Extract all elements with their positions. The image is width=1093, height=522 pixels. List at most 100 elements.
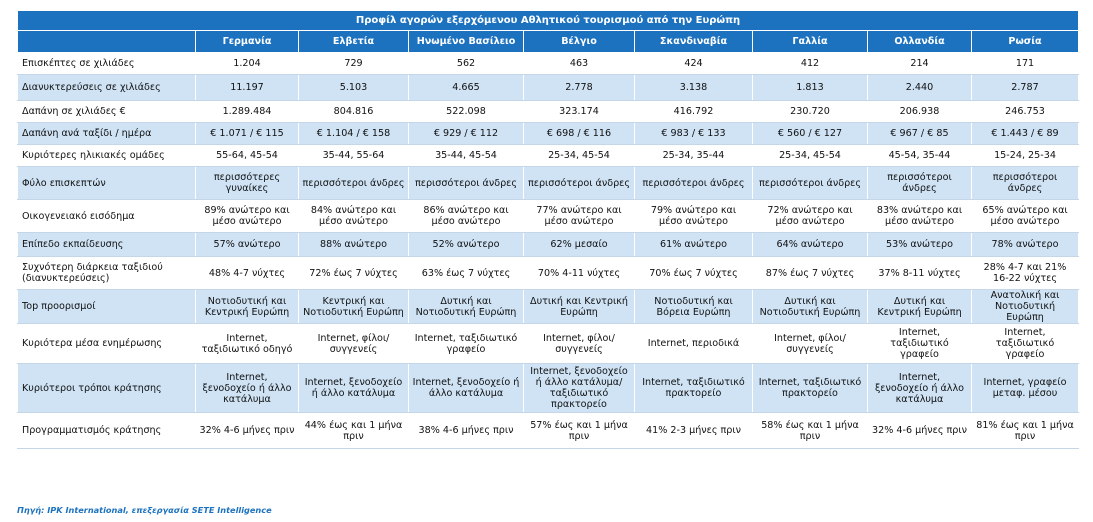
table-cell: Internet, ξενοδοχείο ή άλλο κατάλυμα bbox=[195, 363, 299, 413]
table-cell: 72% ανώτερο και μέσο ανώτερο bbox=[752, 199, 868, 233]
table-cell: Δυτική και Κεντρική Ευρώπη bbox=[867, 289, 972, 324]
table-cell: 78% ανώτερο bbox=[970, 232, 1080, 257]
table-cell: Δυτική και Νοτιοδυτική Ευρώπη bbox=[408, 289, 524, 324]
table-row: Φύλο επισκεπτών περισσότερες γυναίκες περι… bbox=[17, 166, 1080, 200]
table-cell: 32% 4-6 μήνες πριν bbox=[195, 412, 299, 449]
header-row: Γερμανία Ελβετία Ηνωμένο Βασίλειο Βέλγιο Σκα… bbox=[17, 30, 1080, 53]
table-row: Top προορισμοί Νοτιοδυτική και Κεντρική Ε… bbox=[17, 289, 1080, 324]
table-cell: 70% 4-11 νύχτες bbox=[523, 256, 635, 290]
table-cell: 57% ανώτερο bbox=[195, 232, 299, 257]
header-corner bbox=[17, 30, 196, 53]
table-cell: 65% ανώτερο και μέσο ανώτερο bbox=[970, 199, 1080, 233]
table-cell: 37% 8-11 νύχτες bbox=[867, 256, 972, 290]
table-cell: περισσότεροι άνδρες bbox=[634, 166, 753, 200]
column-header: Ολλανδία bbox=[867, 30, 972, 53]
table-body: Επισκέπτες σε χιλιάδες 1.204 729 562 463 424 4… bbox=[17, 52, 1080, 449]
table-cell: 38% 4-6 μήνες πριν bbox=[408, 412, 524, 449]
table-cell: Internet, ταξιδιωτικό γραφείο bbox=[970, 323, 1080, 364]
table-cell: € 1.443 / € 89 bbox=[970, 122, 1080, 145]
table-cell: 522.098 bbox=[408, 100, 524, 123]
table-cell: € 929 / € 112 bbox=[408, 122, 524, 145]
row-label: Κυριότερα μέσα ενημέρωσης bbox=[17, 323, 196, 364]
table-cell: Νοτιοδυτική και Βόρεια Ευρώπη bbox=[634, 289, 753, 324]
table-cell: Internet, γραφείο μεταφ. μέσου bbox=[970, 363, 1080, 413]
row-label: Φύλο επισκεπτών bbox=[17, 166, 196, 200]
row-label: Δαπάνη σε χιλιάδες € bbox=[17, 100, 196, 123]
table-cell: 55-64, 45-54 bbox=[195, 144, 299, 167]
row-label: Οικογενειακό εισόδημα bbox=[17, 199, 196, 233]
table-row: Δαπάνη ανά ταξίδι / ημέρα € 1.071 / € 115… bbox=[17, 122, 1080, 145]
table-cell: 416.792 bbox=[634, 100, 753, 123]
table-cell: 2.440 bbox=[867, 74, 972, 101]
table-cell: 729 bbox=[298, 52, 409, 75]
row-label: Συχνότερη διάρκεια ταξιδιού (διανυκτερεύ… bbox=[17, 256, 196, 290]
row-label: Κυριότεροι τρόποι κράτησης bbox=[17, 363, 196, 413]
table-cell: Internet, ταξιδιωτικό οδηγό bbox=[195, 323, 299, 364]
table-cell: 562 bbox=[408, 52, 524, 75]
table-cell: Δυτική και Νοτιοδυτική Ευρώπη bbox=[752, 289, 868, 324]
table-cell: 412 bbox=[752, 52, 868, 75]
table-cell: Internet, φίλοι/συγγενείς bbox=[298, 323, 409, 364]
table-cell: € 983 / € 133 bbox=[634, 122, 753, 145]
table-cell: 64% ανώτερο bbox=[752, 232, 868, 257]
table-cell: 61% ανώτερο bbox=[634, 232, 753, 257]
table-row: Επίπεδο εκπαίδευσης 57% ανώτερο 88% ανώτερ… bbox=[17, 232, 1080, 257]
column-header: Γερμανία bbox=[195, 30, 299, 53]
column-header: Ρωσία bbox=[970, 30, 1080, 53]
table-cell: 57% έως και 1 μήνα πριν bbox=[523, 412, 635, 449]
table-cell: 463 bbox=[523, 52, 635, 75]
table-cell: Internet, ξενοδοχείο ή άλλο κατάλυμα bbox=[408, 363, 524, 413]
table-cell: 79% ανώτερο και μέσο ανώτερο bbox=[634, 199, 753, 233]
table-cell: 11.197 bbox=[195, 74, 299, 101]
table-cell: Internet, ταξιδιωτικό πρακτορείο bbox=[634, 363, 753, 413]
table-cell: περισσότεροι άνδρες bbox=[970, 166, 1080, 200]
table-cell: Internet, φίλοι/συγγενείς bbox=[523, 323, 635, 364]
table-title: Προφίλ αγορών εξερχόμενου Αθλητικού τουρ… bbox=[16, 10, 1080, 31]
table-cell: 52% ανώτερο bbox=[408, 232, 524, 257]
table-cell: 25-34, 35-44 bbox=[634, 144, 753, 167]
table-cell: 28% 4-7 και 21% 16-22 νύχτες bbox=[970, 256, 1080, 290]
row-label: Προγραμματισμός κράτησης bbox=[17, 412, 196, 449]
column-header: Ελβετία bbox=[298, 30, 409, 53]
source-note: Πηγή: IPK International, επεξεργασία SET… bbox=[17, 505, 272, 515]
row-label: Κυριότερες ηλικιακές ομάδες bbox=[17, 144, 196, 167]
row-label: Δαπάνη ανά ταξίδι / ημέρα bbox=[17, 122, 196, 145]
table-cell: € 1.071 / € 115 bbox=[195, 122, 299, 145]
table-cell: 87% έως 7 νύχτες bbox=[752, 256, 868, 290]
table-cell: 1.204 bbox=[195, 52, 299, 75]
title-row: Προφίλ αγορών εξερχόμενου Αθλητικού τουρ… bbox=[16, 10, 1080, 31]
table-cell: 2.778 bbox=[523, 74, 635, 101]
table-cell: 45-54, 35-44 bbox=[867, 144, 972, 167]
table-cell: € 967 / € 85 bbox=[867, 122, 972, 145]
table-cell: 1.813 bbox=[752, 74, 868, 101]
row-label: Top προορισμοί bbox=[17, 289, 196, 324]
table-cell: 424 bbox=[634, 52, 753, 75]
table-cell: Internet, περιοδικά bbox=[634, 323, 753, 364]
table-cell: Δυτική και Κεντρική Ευρώπη bbox=[523, 289, 635, 324]
table-cell: 53% ανώτερο bbox=[867, 232, 972, 257]
table-cell: 35-44, 55-64 bbox=[298, 144, 409, 167]
table-cell: € 560 / € 127 bbox=[752, 122, 868, 145]
table-cell: 70% έως 7 νύχτες bbox=[634, 256, 753, 290]
table-row: Κυριότεροι τρόποι κράτησης Internet, ξενο… bbox=[17, 363, 1080, 413]
row-label: Επίπεδο εκπαίδευσης bbox=[17, 232, 196, 257]
table-cell: Ανατολική και Νοτιοδυτική Ευρώπη bbox=[970, 289, 1080, 324]
column-header: Βέλγιο bbox=[523, 30, 635, 53]
table-cell: 81% έως και 1 μήνα πριν bbox=[970, 412, 1080, 449]
table-cell: 214 bbox=[867, 52, 972, 75]
table-cell: 58% έως και 1 μήνα πριν bbox=[752, 412, 868, 449]
table-cell: 62% μεσαίο bbox=[523, 232, 635, 257]
table-cell: περισσότεροι άνδρες bbox=[867, 166, 972, 200]
table-cell: 3.138 bbox=[634, 74, 753, 101]
table-cell: 88% ανώτερο bbox=[298, 232, 409, 257]
table-cell: 86% ανώτερο και μέσο ανώτερο bbox=[408, 199, 524, 233]
table-cell: 323.174 bbox=[523, 100, 635, 123]
row-label: Επισκέπτες σε χιλιάδες bbox=[17, 52, 196, 75]
table-cell: 35-44, 45-54 bbox=[408, 144, 524, 167]
column-header: Γαλλία bbox=[752, 30, 868, 53]
table-cell: 230.720 bbox=[752, 100, 868, 123]
table-cell: 41% 2-3 μήνες πριν bbox=[634, 412, 753, 449]
row-label: Διανυκτερεύσεις σε χιλιάδες bbox=[17, 74, 196, 101]
table-cell: Internet, ξενοδοχείο ή άλλο κατάλυμα/ τα… bbox=[523, 363, 635, 413]
table-cell: € 698 / € 116 bbox=[523, 122, 635, 145]
